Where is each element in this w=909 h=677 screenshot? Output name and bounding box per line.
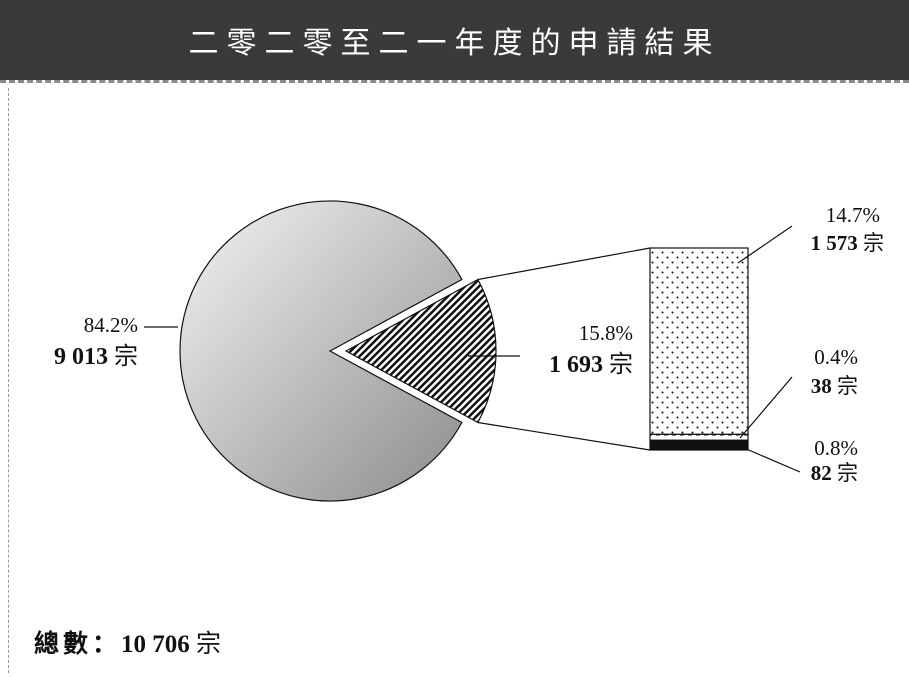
label-main-percent: 84.2% (84, 313, 138, 337)
leader-line-seg1 (737, 225, 793, 264)
label-seg3-count: 82 宗 (811, 461, 858, 485)
label-main-count: 9 013 宗 (54, 343, 138, 370)
connector-line-bottom (477, 421, 651, 451)
label-exploded-count: 1 693 宗 (549, 351, 633, 378)
label-seg3-percent: 0.8% (814, 436, 858, 460)
leader-line-seg2 (739, 376, 793, 439)
total-label: 總數：10 706 宗 (34, 624, 221, 660)
bar-segment-2 (649, 433, 749, 441)
label-exploded-percent: 15.8% (579, 321, 633, 345)
total-prefix: 總數： (34, 631, 122, 658)
pie-slice-main (179, 200, 463, 502)
leader-line-seg3 (743, 447, 801, 473)
breakdown-bar (649, 247, 749, 451)
chart-title: 二零二零至二一年度的申請結果 (188, 26, 721, 61)
label-seg1-percent: 14.7% (826, 203, 880, 227)
label-seg2-percent: 0.4% (814, 345, 858, 369)
header-banner: 二零二零至二一年度的申請結果 (0, 0, 909, 80)
pie-slice-exploded (344, 278, 497, 424)
total-value: 10 706 (121, 631, 190, 658)
total-unit: 宗 (196, 631, 222, 658)
bar-segment-1 (649, 247, 749, 435)
label-seg1-count: 1 573 宗 (811, 231, 885, 255)
header-divider (0, 80, 909, 83)
label-seg2-count: 38 宗 (811, 374, 858, 398)
connector-line-top (477, 247, 651, 281)
bar-segment-3 (649, 439, 749, 451)
left-margin-rule (8, 88, 9, 673)
